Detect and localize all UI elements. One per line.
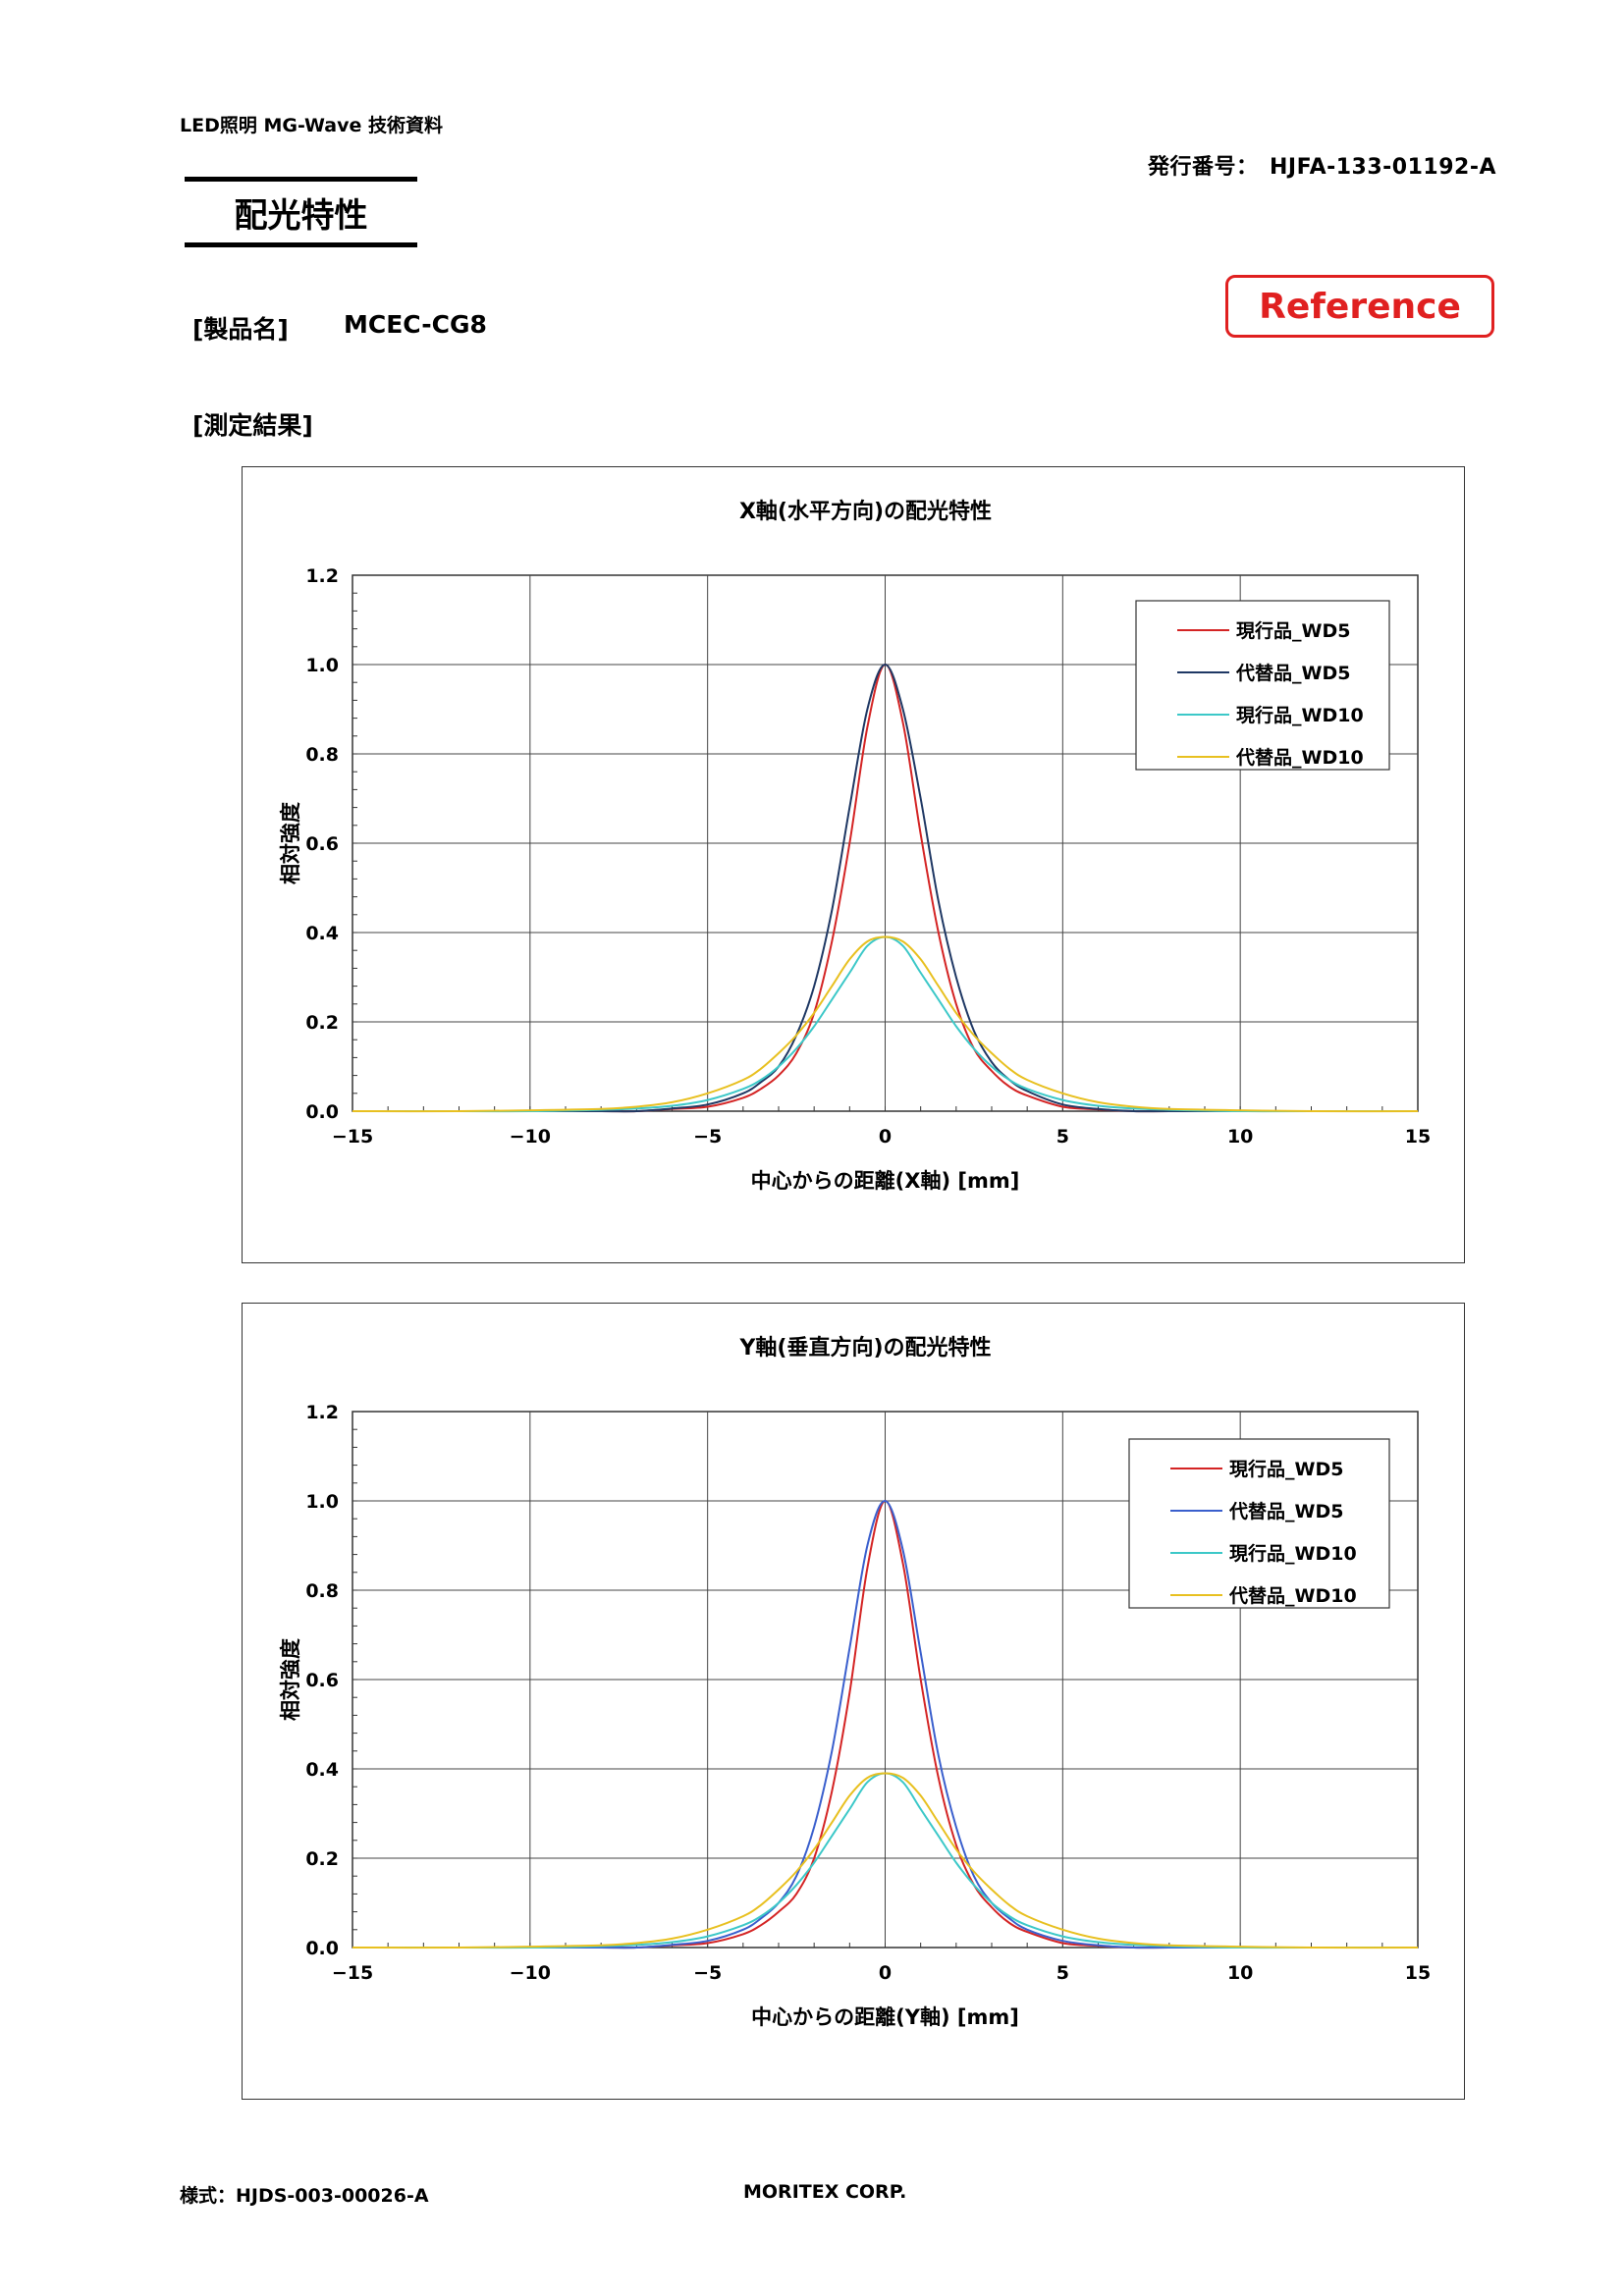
x-tick-label: −5 [693, 1126, 722, 1148]
y-tick-label: 1.2 [305, 565, 339, 587]
x-tick-label: −10 [510, 1962, 551, 1984]
legend-label: 現行品_WD5 [1236, 619, 1350, 642]
y-tick-label: 0.2 [305, 1848, 339, 1870]
y-tick-label: 0.8 [305, 1580, 339, 1602]
y-tick-label: 0.4 [305, 923, 339, 944]
series-line-4 [352, 935, 1419, 1113]
y-tick-label: 0.6 [305, 833, 339, 855]
reference-stamp-text: Reference [1259, 286, 1461, 327]
series-line-2 [352, 1500, 1418, 1949]
legend-label: 現行品_WD10 [1229, 1542, 1357, 1565]
x-axis-chart: X軸(水平方向)の配光特性 −15 −10 −5 0 5 10 15 0.0 0.2 0.4 0.6 0… [242, 466, 1465, 1263]
company-name: MORITEX CORP. [743, 2181, 907, 2203]
x-tick-label: 15 [1405, 1962, 1431, 1984]
legend [1128, 1438, 1390, 1609]
x-tick-label: −10 [510, 1126, 551, 1148]
y-tick-label: 1.2 [305, 1402, 339, 1423]
x-tick-label: −15 [332, 1962, 373, 1984]
product-label: [製品名] [192, 315, 289, 344]
x-tick-label: 10 [1227, 1962, 1253, 1984]
chart-title: Y軸(垂直方向)の配光特性 [738, 1335, 991, 1361]
measurement-label: [測定結果] [192, 411, 313, 440]
y-axis-label: 相対強度 [279, 802, 302, 884]
x-tick-label: 0 [879, 1962, 892, 1984]
y-tick-label: 0.6 [305, 1670, 339, 1691]
x-axis-label: 中心からの距離(X軸) [mm] [751, 1169, 1020, 1193]
legend-label: 現行品_WD5 [1229, 1458, 1343, 1480]
document-series: LED照明 MG-Wave 技術資料 [180, 115, 443, 136]
y-tick-label: 1.0 [305, 655, 339, 676]
y-tick-label: 0.8 [305, 744, 339, 766]
page-title: 配光特性 [185, 177, 417, 247]
chart-title: X軸(水平方向)の配光特性 [739, 499, 992, 524]
y-axis-chart-svg: Y軸(垂直方向)の配光特性 −15 −10 −5 0 5 10 15 0.0 0.2 0.4 0.6 0… [279, 1335, 1431, 2029]
legend-label: 代替品_WD5 [1235, 662, 1350, 684]
legend [1135, 600, 1390, 771]
legend-label: 現行品_WD10 [1236, 704, 1364, 726]
legend-label: 代替品_WD10 [1235, 746, 1364, 769]
x-axis-label: 中心からの距離(Y軸) [mm] [751, 2005, 1019, 2029]
page-title-text: 配光特性 [234, 195, 368, 236]
x-tick-label: 15 [1405, 1126, 1431, 1148]
x-tick-label: −15 [332, 1126, 373, 1148]
y-axis-label: 相対強度 [279, 1638, 302, 1721]
y-tick-label: 1.0 [305, 1491, 339, 1513]
form-number: 様式：HJDS-003-00026-A [180, 2185, 429, 2207]
x-tick-label: 0 [879, 1126, 892, 1148]
legend-label: 代替品_WD10 [1228, 1584, 1357, 1607]
y-axis-chart: Y軸(垂直方向)の配光特性 −15 −10 −5 0 5 10 15 0.0 0.2 0.4 0.6 0… [242, 1303, 1465, 2100]
x-tick-label: 10 [1227, 1126, 1253, 1148]
legend-label: 代替品_WD5 [1228, 1500, 1343, 1522]
issue-number: 発行番号： HJFA-133-01192-A [1147, 155, 1496, 180]
x-tick-label: 5 [1056, 1962, 1069, 1984]
y-tick-label: 0.4 [305, 1759, 339, 1781]
series-line-2 [352, 663, 1418, 1113]
product-name: MCEC-CG8 [344, 310, 487, 339]
y-tick-label: 0.2 [305, 1012, 339, 1034]
reference-stamp: Reference [1225, 275, 1494, 338]
y-tick-label: 0.0 [305, 1938, 339, 1959]
x-axis-chart-svg: X軸(水平方向)の配光特性 −15 −10 −5 0 5 10 15 0.0 0.2 0.4 0.6 0… [279, 499, 1431, 1193]
x-tick-label: 5 [1056, 1126, 1069, 1148]
y-tick-label: 0.0 [305, 1101, 339, 1123]
series-line-4 [352, 1772, 1419, 1949]
x-tick-label: −5 [693, 1962, 722, 1984]
